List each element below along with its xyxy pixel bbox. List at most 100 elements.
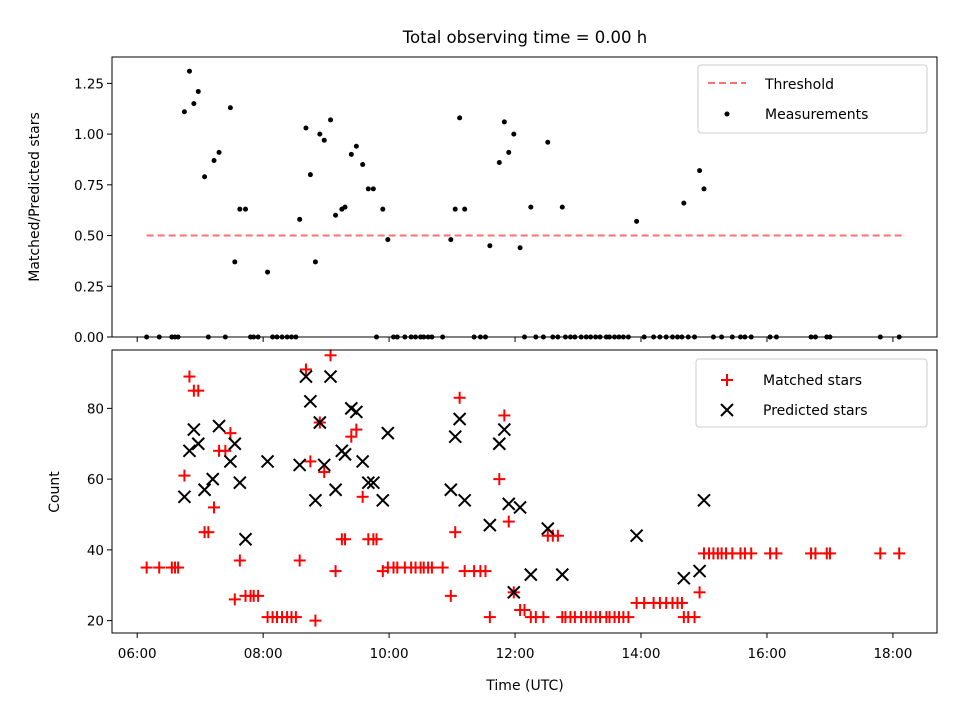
predicted-point — [697, 493, 711, 508]
count-x-ticks: 06:00 08:00 10:00 12:00 14:00 16:00 18:00 — [118, 633, 912, 662]
matched-point — [202, 526, 215, 539]
count-y-ticks: 20 40 60 80 — [87, 401, 112, 630]
measurement-point — [360, 162, 366, 168]
ratio-legend: Threshold Measurements — [697, 64, 928, 134]
matched-point — [233, 554, 246, 567]
predicted-point — [366, 475, 381, 490]
predicted-point — [507, 585, 521, 600]
count-legend-box — [695, 358, 928, 428]
count-x-tick-label: 08:00 — [244, 646, 283, 662]
matched-point — [688, 611, 701, 624]
measurement-point — [365, 186, 371, 192]
measurement-point — [511, 131, 517, 137]
matched-point — [329, 565, 342, 578]
count-x-tick-label: 18:00 — [873, 646, 912, 662]
matched-point — [178, 469, 191, 482]
count-y-tick-label: 80 — [87, 401, 104, 417]
matched-point — [299, 363, 312, 376]
measurement-point — [232, 259, 238, 265]
count-y-tick-label: 40 — [87, 543, 104, 559]
count-y-tick-label: 60 — [87, 472, 104, 488]
matched-point — [293, 554, 306, 567]
matched-point — [219, 444, 232, 457]
predicted-point — [317, 458, 331, 472]
matched-point — [208, 501, 221, 514]
measurement-point — [697, 168, 703, 174]
predicted-point — [448, 429, 462, 444]
measurement-point — [317, 131, 323, 137]
predicted-point — [313, 415, 327, 430]
ratio-plot-frame — [111, 56, 938, 338]
measurement-point — [211, 157, 217, 163]
matched-point — [192, 384, 205, 397]
predicted-point — [355, 454, 370, 469]
matched-point — [289, 611, 302, 624]
measurement-point — [496, 160, 502, 166]
measurement-point — [348, 151, 354, 157]
predicted-point — [349, 405, 364, 419]
measurement-point — [202, 174, 208, 180]
predicted-point — [361, 475, 376, 490]
measurement-point — [380, 206, 386, 212]
matched-point — [309, 614, 322, 627]
matched-point — [345, 430, 358, 443]
predicted-point — [260, 454, 275, 469]
predicted-point — [228, 437, 242, 451]
matched-point — [370, 533, 383, 546]
predicted-point — [191, 437, 205, 451]
ratio-y-tick-label: 0.50 — [74, 229, 104, 245]
measurement-point — [303, 125, 309, 131]
predicted-point — [677, 571, 691, 585]
ratio-y-ticks: 0.00 0.25 0.50 0.75 1.00 1.25 — [74, 76, 112, 346]
predicted-point — [323, 369, 338, 384]
measurement-point — [216, 149, 222, 155]
measurement-point — [487, 243, 493, 249]
predicted-point — [338, 447, 352, 462]
predicted-point — [692, 564, 707, 578]
matched-point — [622, 611, 635, 624]
predicted-point — [541, 521, 555, 536]
measurement-point — [243, 206, 249, 212]
measurement-point — [265, 269, 271, 275]
matched-point — [444, 589, 457, 602]
matched-point — [537, 611, 550, 624]
ratio-y-tick-label: 0.25 — [74, 279, 104, 295]
ratio-y-tick-label: 0.00 — [74, 330, 104, 346]
predicted-point — [555, 567, 569, 582]
measurement-point — [237, 206, 243, 212]
measurement-point — [452, 206, 458, 212]
predicted-point — [292, 458, 307, 472]
measurement-point — [634, 218, 640, 224]
chart-title: Total observing time = 0.00 h — [402, 28, 647, 47]
count-x-tick-label: 12:00 — [496, 646, 535, 662]
count-x-tick-label: 10:00 — [370, 646, 409, 662]
predicted-legend-swatch — [720, 403, 734, 417]
measurement-point — [328, 117, 334, 123]
matched-point — [436, 561, 449, 574]
matched-point — [339, 533, 352, 546]
matched-point — [153, 561, 166, 574]
measurement-point — [517, 245, 523, 251]
matched-point — [224, 427, 237, 440]
predicted-legend-label: Predicted stars — [763, 403, 868, 419]
matched-point — [809, 547, 822, 560]
predicted-point — [238, 532, 253, 546]
measurement-point — [545, 139, 551, 145]
count-plot-area — [140, 349, 906, 627]
predicted-point — [502, 497, 516, 511]
matched-point — [502, 515, 515, 528]
measurement-point — [181, 109, 187, 115]
measurement-point — [342, 204, 348, 210]
ratio-y-tick-label: 1.25 — [74, 76, 104, 92]
count-y-axis-label: Count — [47, 471, 63, 513]
predicted-point — [452, 412, 467, 426]
count-x-tick-label: 06:00 — [118, 646, 157, 662]
measurement-point — [321, 137, 327, 143]
matched-point — [304, 455, 317, 468]
measurement-point — [312, 259, 318, 265]
measurements-legend-label: Measurements — [765, 107, 868, 123]
predicted-point — [492, 437, 507, 451]
count-y-tick-label: 20 — [87, 614, 104, 630]
measurement-point — [501, 119, 507, 125]
predicted-point — [308, 493, 323, 508]
